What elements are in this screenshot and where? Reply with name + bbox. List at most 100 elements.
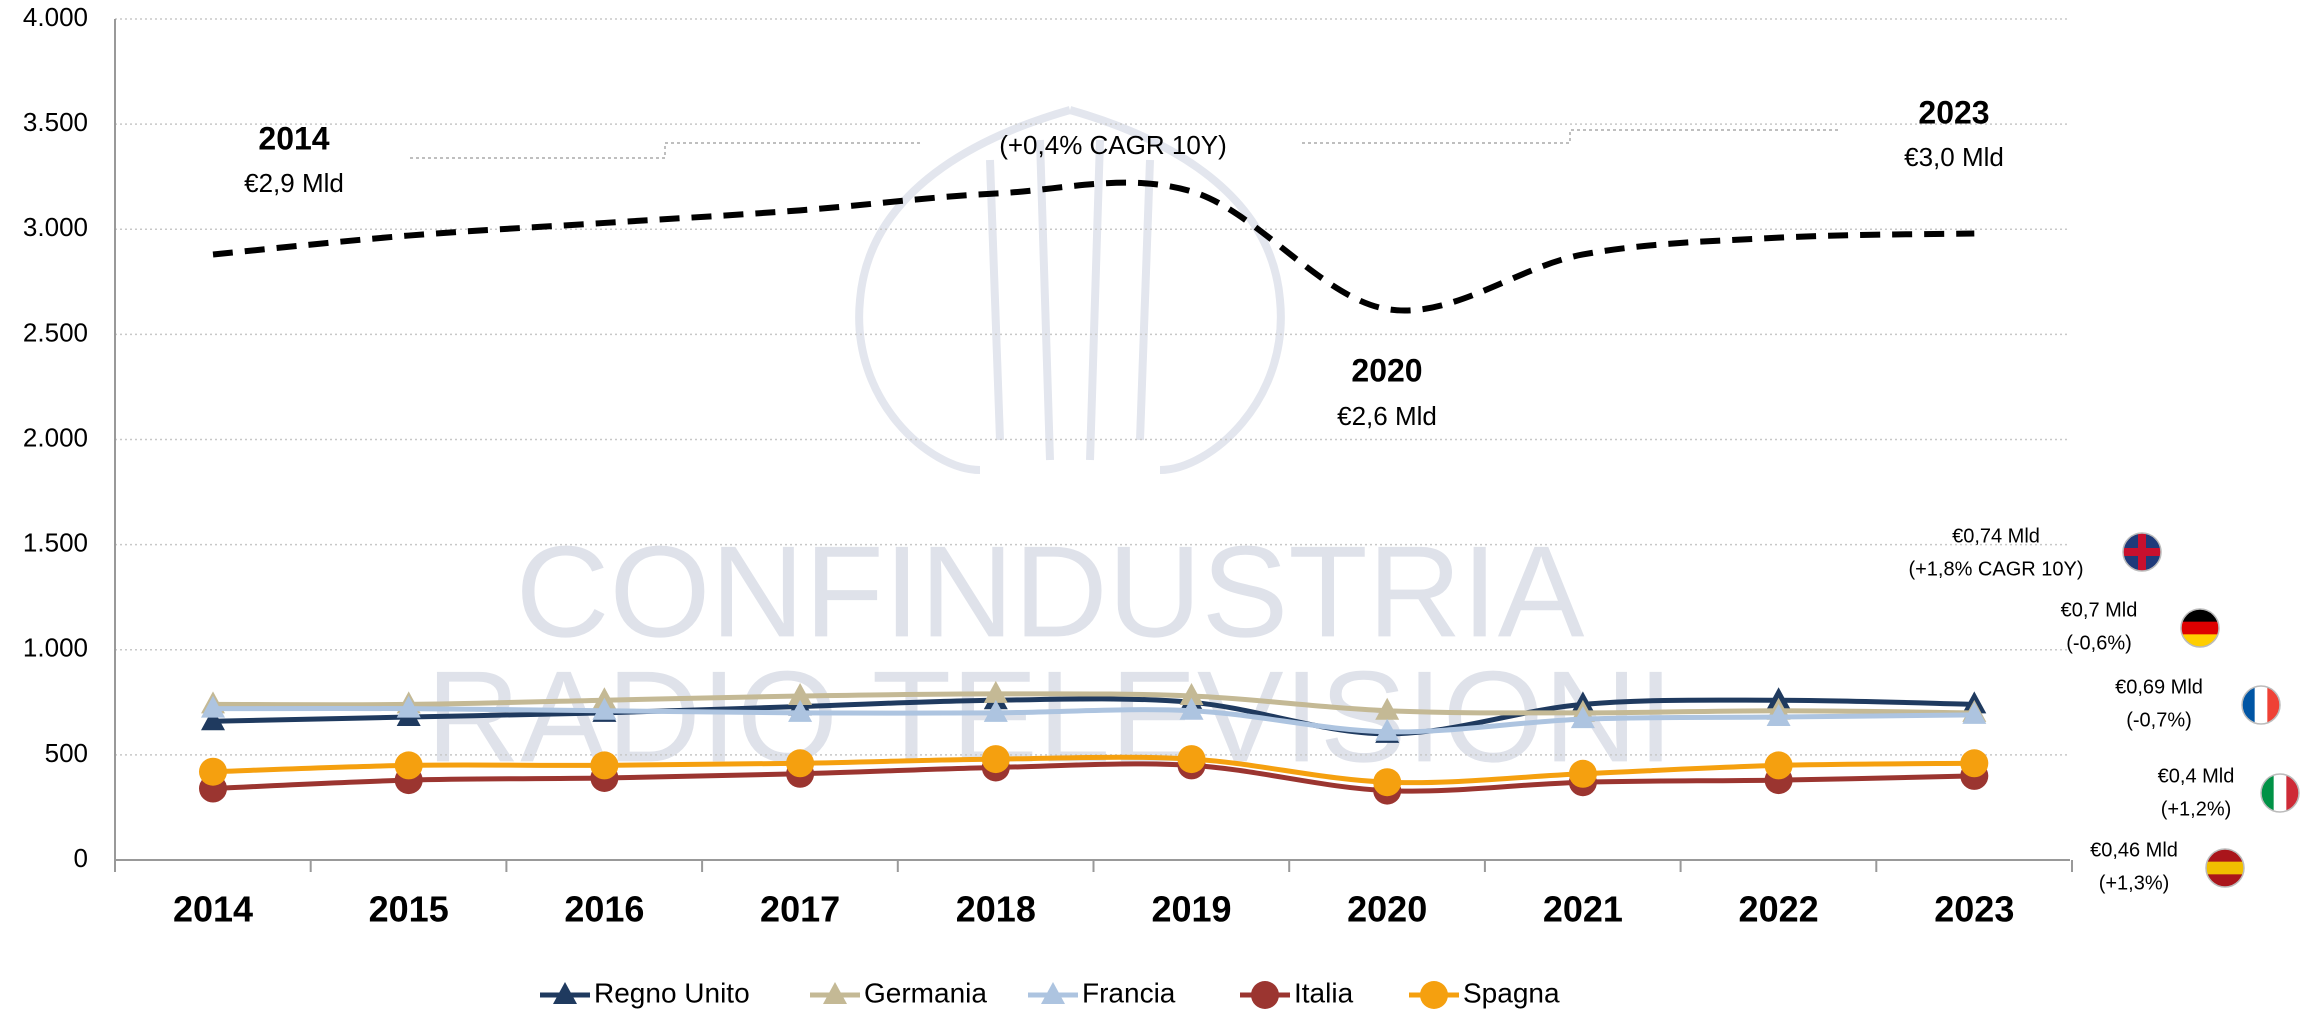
y-tick-label: 1.000: [23, 633, 88, 663]
y-tick-label: 2.000: [23, 422, 88, 452]
line: [212, 179, 1975, 314]
legend-label: Francia: [1082, 977, 1176, 1008]
x-tick-label: 2014: [173, 889, 253, 930]
line: [212, 696, 1975, 737]
flag: [2180, 608, 2220, 648]
marker: [983, 699, 1008, 722]
x-tick-label: 2020: [1347, 889, 1427, 930]
legend-marker: [553, 982, 577, 1004]
legend-label: Spagna: [1463, 977, 1560, 1008]
marker: [592, 697, 617, 720]
marker: [1179, 683, 1204, 706]
watermark-text: CONFINDUSTRIA: [516, 518, 1585, 664]
marker: [1375, 718, 1400, 741]
line: [212, 691, 1975, 716]
marker: [983, 680, 1008, 703]
marker: [201, 695, 225, 718]
annotation: €2,9 Mld: [244, 168, 344, 198]
flag-band: [2123, 548, 2161, 556]
legend-label: Germania: [864, 977, 987, 1008]
annotation: €2,6 Mld: [1337, 401, 1437, 431]
end-label-change: (-0,7%): [2126, 709, 2192, 731]
end-label: €0,7 Mld: [2061, 599, 2138, 621]
marker: [1375, 697, 1400, 720]
legend-label: Regno Unito: [594, 977, 750, 1008]
line: [212, 761, 1975, 794]
annotation: 2014: [258, 120, 329, 156]
flag-band: [2181, 621, 2219, 636]
end-label: €0,4 Mld: [2158, 765, 2235, 787]
x-tick-label: 2017: [760, 889, 840, 930]
y-tick-label: 4.000: [23, 2, 88, 32]
end-label: €0,46 Mld: [2090, 839, 2178, 861]
end-label-change: (-0,6%): [2066, 632, 2132, 654]
flag: [2205, 848, 2245, 888]
y-tick-label: 3.500: [23, 107, 88, 137]
x-tick-label: 2019: [1151, 889, 1231, 930]
marker: [590, 751, 619, 780]
flag-rim: [2205, 848, 2245, 888]
annotation: 2023: [1918, 94, 1989, 130]
legend-marker: [823, 982, 847, 1004]
marker: [199, 757, 227, 786]
end-label: €0,69 Mld: [2115, 676, 2203, 698]
flag-band: [2206, 861, 2244, 876]
marker: [1960, 749, 1989, 778]
end-label-change: (+1,8% CAGR 10Y): [1908, 558, 2083, 580]
flag-band: [2181, 609, 2219, 623]
marker: [1766, 704, 1791, 727]
y-tick-label: 500: [45, 738, 88, 768]
y-tick-label: 0: [74, 843, 88, 873]
marker: [1179, 697, 1204, 720]
annotation: 2020: [1351, 352, 1422, 388]
marker: [1962, 701, 1987, 724]
end-label-change: (+1,2%): [2161, 798, 2232, 820]
legend-marker: [1420, 981, 1448, 1009]
line: [212, 754, 1975, 786]
marker: [396, 695, 421, 718]
marker: [788, 683, 813, 706]
annotation: €3,0 Mld: [1904, 142, 2004, 172]
flag-band: [2242, 686, 2256, 724]
flag-band: [2206, 849, 2244, 863]
legend-label: Italia: [1294, 977, 1354, 1008]
marker: [786, 749, 815, 778]
marker: [1570, 706, 1595, 729]
steps: [410, 129, 1840, 159]
flag-rim: [2241, 685, 2281, 725]
flag: [2241, 685, 2281, 725]
end-label: €0,74 Mld: [1952, 525, 2040, 547]
x-tick-label: 2021: [1543, 889, 1623, 930]
y-tick-label: 3.000: [23, 212, 88, 242]
flag: [2260, 773, 2300, 813]
legend-marker: [1041, 982, 1065, 1004]
watermark-logo: [855, 106, 1285, 474]
y-tick-label: 2.500: [23, 317, 88, 347]
x-tick-label: 2022: [1739, 889, 1819, 930]
flag-band: [2254, 686, 2269, 724]
line: [212, 705, 1975, 735]
flag-band: [2273, 774, 2288, 812]
legend-marker: [1251, 981, 1279, 1009]
x-tick-label: 2018: [956, 889, 1036, 930]
flag-band: [2261, 774, 2275, 812]
marker: [201, 708, 225, 731]
marker: [1373, 768, 1402, 797]
marker: [1568, 759, 1597, 788]
marker: [394, 751, 423, 780]
marker: [1177, 745, 1206, 774]
flag-rim: [2180, 608, 2220, 648]
annotation: (+0,4% CAGR 10Y): [999, 130, 1227, 160]
y-tick-label: 1.500: [23, 528, 88, 558]
marker: [981, 745, 1010, 774]
marker: [1764, 751, 1793, 780]
x-tick-label: 2015: [369, 889, 449, 930]
marker: [788, 699, 813, 722]
end-label-change: (+1,3%): [2099, 872, 2170, 894]
flag: [2122, 532, 2162, 572]
x-tick-label: 2023: [1934, 889, 2014, 930]
flag-rim: [2122, 532, 2162, 572]
x-tick-label: 2016: [564, 889, 644, 930]
flag-rim: [2260, 773, 2300, 813]
